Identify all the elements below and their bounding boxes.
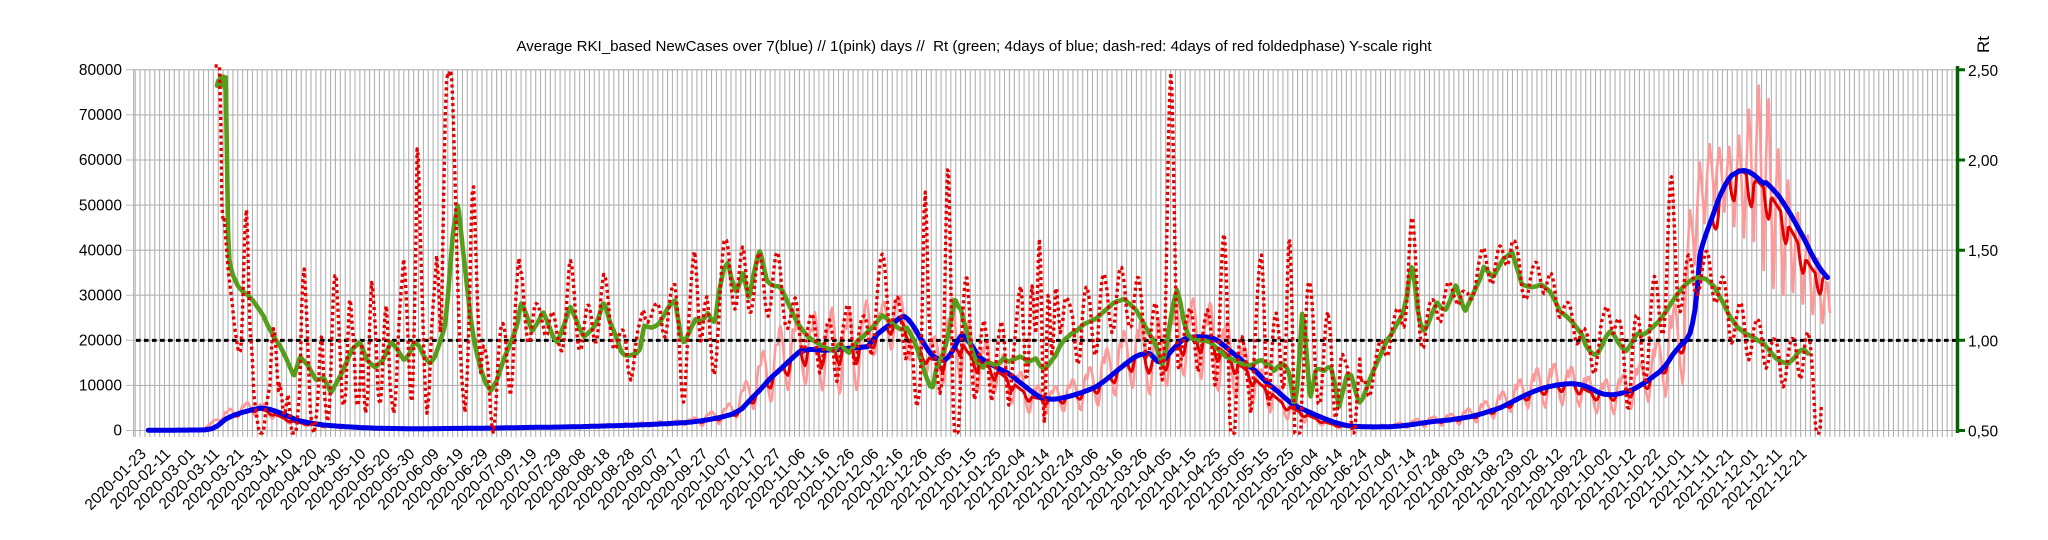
svg-text:20000: 20000 xyxy=(79,333,122,350)
svg-text:0: 0 xyxy=(113,423,122,440)
svg-text:10000: 10000 xyxy=(79,378,122,395)
svg-text:1,00: 1,00 xyxy=(1968,333,1999,350)
svg-text:70000: 70000 xyxy=(79,107,122,124)
svg-text:0,50: 0,50 xyxy=(1968,424,1999,441)
svg-text:2,50: 2,50 xyxy=(1968,63,1999,80)
svg-text:60000: 60000 xyxy=(79,152,122,169)
svg-text:1,50: 1,50 xyxy=(1968,243,1999,260)
svg-text:Average RKI_based NewCases ove: Average RKI_based NewCases over 7(blue) … xyxy=(516,38,1432,55)
svg-text:40000: 40000 xyxy=(79,242,122,259)
svg-text:50000: 50000 xyxy=(79,197,122,214)
svg-text:80000: 80000 xyxy=(79,62,122,79)
svg-text:2,00: 2,00 xyxy=(1968,153,1999,170)
svg-text:Rt: Rt xyxy=(1974,36,1993,53)
svg-text:30000: 30000 xyxy=(79,287,122,304)
